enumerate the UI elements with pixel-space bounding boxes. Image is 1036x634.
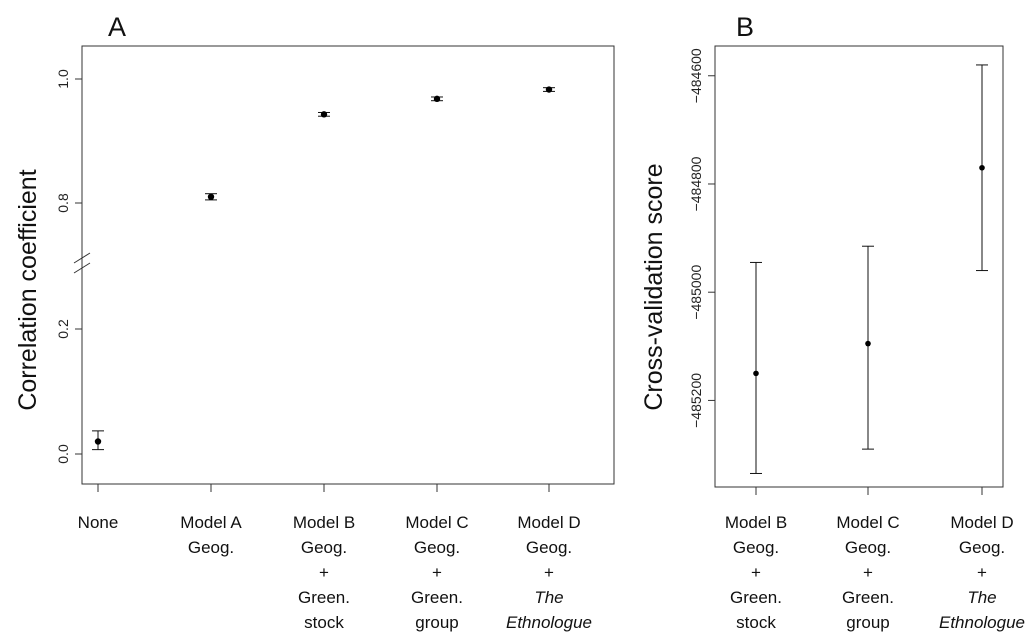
panel-a-category-label: Geog. — [526, 538, 572, 557]
panel-b-category-label: Green. — [730, 588, 782, 607]
panel-b-category-label: Geog. — [733, 538, 779, 557]
panel-a-letter: A — [108, 12, 126, 42]
panel-a-point — [207, 193, 215, 200]
panel-a-y-tick-label: 0.2 — [55, 319, 71, 339]
panel-a-category-label: Model A — [180, 513, 242, 532]
panel-a-frame — [81, 45, 615, 485]
panel-a-axis-break-mark — [73, 252, 91, 264]
panel-a-category-label: None — [78, 513, 119, 532]
panel-a-category-label: Geog. — [301, 538, 347, 557]
panel-b-y-tick-label: −484600 — [688, 48, 704, 103]
panel-b-point — [979, 164, 985, 171]
panel-b-category-label: Geog. — [845, 538, 891, 557]
panel-a-point — [320, 111, 328, 118]
panel-a-y-tick-label: 0.8 — [55, 193, 71, 213]
panel-a-category-label: + — [319, 563, 329, 582]
panel-a-category-label: + — [432, 563, 442, 582]
panel-a-category-label: Model B — [293, 513, 355, 532]
panel-a-category-label: The — [534, 588, 563, 607]
panel-b-category-label: Model B — [725, 513, 787, 532]
panel-b-category-label: + — [751, 563, 761, 582]
panel-a-category-label: Model D — [517, 513, 580, 532]
panel-b-category-label: Model C — [836, 513, 899, 532]
panel-a-category-label: Geog. — [188, 538, 234, 557]
panel-b-y-tick-label: −485200 — [688, 373, 704, 428]
panel-a-category-label: Geog. — [414, 538, 460, 557]
panel-b-point — [865, 340, 871, 347]
panel-b-y-tick-label: −485000 — [688, 265, 704, 320]
panel-a-category-label: Ethnologue — [506, 613, 592, 632]
panel-b-y-axis-label: Cross-validation score — [640, 163, 668, 410]
panel-a-y-tick-label: 0.0 — [55, 444, 71, 464]
panel-b-letter: B — [736, 12, 754, 42]
panel-b-category-label: stock — [736, 613, 776, 632]
panel-a-point — [545, 86, 553, 93]
panel-a-category-label: Green. — [298, 588, 350, 607]
panel-b-plot: −485200 −485000 −484800 −484600 Cross-valida… — [640, 45, 1025, 632]
panel-a-category-label: + — [544, 563, 554, 582]
panel-b-category-label: + — [977, 563, 987, 582]
panel-a-category-label: stock — [304, 613, 344, 632]
panel-a-category-label: Model C — [405, 513, 468, 532]
panel-b-point — [753, 370, 759, 377]
panel-b-category-label: group — [846, 613, 889, 632]
panel-b-category-label: Model D — [950, 513, 1013, 532]
panel-a-category-label: group — [415, 613, 458, 632]
panel-a-axis-break-mark — [73, 262, 91, 274]
panel-a-plot: 0.0 0.2 0.8 1.0 Correlation coefficient None M… — [14, 45, 615, 632]
panel-b-y-tick-label: −484800 — [688, 156, 704, 211]
panel-b-category-label: + — [863, 563, 873, 582]
panel-b-frame — [714, 45, 1004, 488]
panel-b-category-label: The — [967, 588, 996, 607]
panel-b-category-label: Geog. — [959, 538, 1005, 557]
panel-a-y-tick-label: 1.0 — [55, 69, 71, 89]
panel-b-category-label: Ethnologue — [939, 613, 1025, 632]
panel-a-category-label: Green. — [411, 588, 463, 607]
panel-a-point — [94, 438, 102, 445]
panel-a-point — [433, 95, 441, 103]
panel-b-category-label: Green. — [842, 588, 894, 607]
panel-a-y-axis-label: Correlation coefficient — [14, 169, 42, 410]
